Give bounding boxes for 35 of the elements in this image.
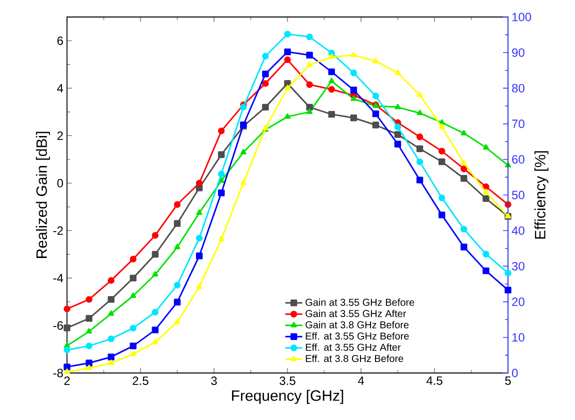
y-tick-label: -4 <box>53 274 64 282</box>
y-axis-title: Realized Gain [dBi] <box>36 132 50 258</box>
y-tick-label: 0 <box>57 178 64 188</box>
y2-tick-label: 50 <box>512 190 524 200</box>
x-tick-label: 4 <box>358 376 364 385</box>
x-tick-label: 4.5 <box>426 376 442 385</box>
y2-tick-label: 60 <box>512 155 524 164</box>
x-tick-label: 5 <box>505 376 511 385</box>
y-tick-label: 4 <box>57 84 64 92</box>
x-tick-label: 3 <box>211 376 217 386</box>
legend-label: Eff. at 3.8 GHz Before <box>306 354 404 362</box>
y-tick-label: -6 <box>53 321 63 330</box>
legend-label: Gain at 3.8 GHz Before <box>306 321 409 328</box>
y-tick-label: -8 <box>53 368 63 378</box>
y-tick-label: 2 <box>57 131 63 140</box>
y2-tick-label: 0 <box>512 368 518 378</box>
x-tick-label: 3.5 <box>280 376 296 386</box>
legend-label: Eff. at 3.55 GHz After <box>306 343 401 351</box>
legend-label: Gain at 3.55 GHz After <box>306 310 406 318</box>
y2-tick-label: 10 <box>512 333 524 342</box>
y-tick-label: -2 <box>53 226 63 235</box>
y2-tick-label: 30 <box>512 262 524 270</box>
y2-tick-label: 20 <box>512 298 524 306</box>
y-tick-label: 6 <box>57 36 63 45</box>
y2-tick-label: 40 <box>512 226 524 235</box>
legend-label: Eff. at 3.55 GHz Before <box>306 332 409 340</box>
x-tick-label: 2 <box>64 376 70 385</box>
y2-tick-label: 70 <box>512 120 524 128</box>
y2-axis-title: Efficiency [%] <box>534 151 548 239</box>
y2-tick-label: 100 <box>512 12 532 22</box>
x-axis-title: Frequency [GHz] <box>232 390 344 404</box>
legend-label: Gain at 3.55 GHz Before <box>306 298 414 306</box>
x-tick-label: 2.5 <box>132 376 148 386</box>
y2-tick-label: 90 <box>512 48 524 57</box>
y2-tick-label: 80 <box>512 84 524 92</box>
